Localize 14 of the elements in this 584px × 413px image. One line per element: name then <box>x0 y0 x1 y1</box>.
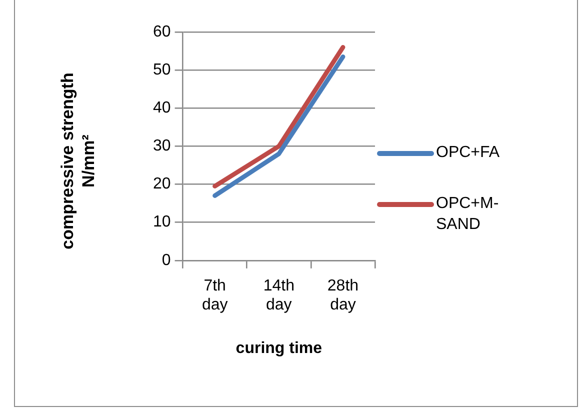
x-tick-label: 28th day <box>327 277 359 314</box>
y-tick-label: 20 <box>153 176 171 193</box>
x-axis-title: curing time <box>236 340 322 357</box>
legend-label: OPC+M-SAND <box>436 194 500 235</box>
y-tick-label: 50 <box>153 61 171 78</box>
y-tick-label: 60 <box>153 23 171 40</box>
legend-label: OPC+FA <box>436 143 501 163</box>
y-tick-label: 30 <box>153 138 171 155</box>
y-tick-label: 0 <box>162 252 171 269</box>
x-tick-label: 7th day <box>202 277 228 314</box>
y-tick-label: 10 <box>153 214 171 231</box>
y-tick-label: 40 <box>153 100 171 117</box>
x-tick-label: 14th day <box>263 277 294 314</box>
y-axis-title: compressive strength N/mm² <box>57 72 99 252</box>
